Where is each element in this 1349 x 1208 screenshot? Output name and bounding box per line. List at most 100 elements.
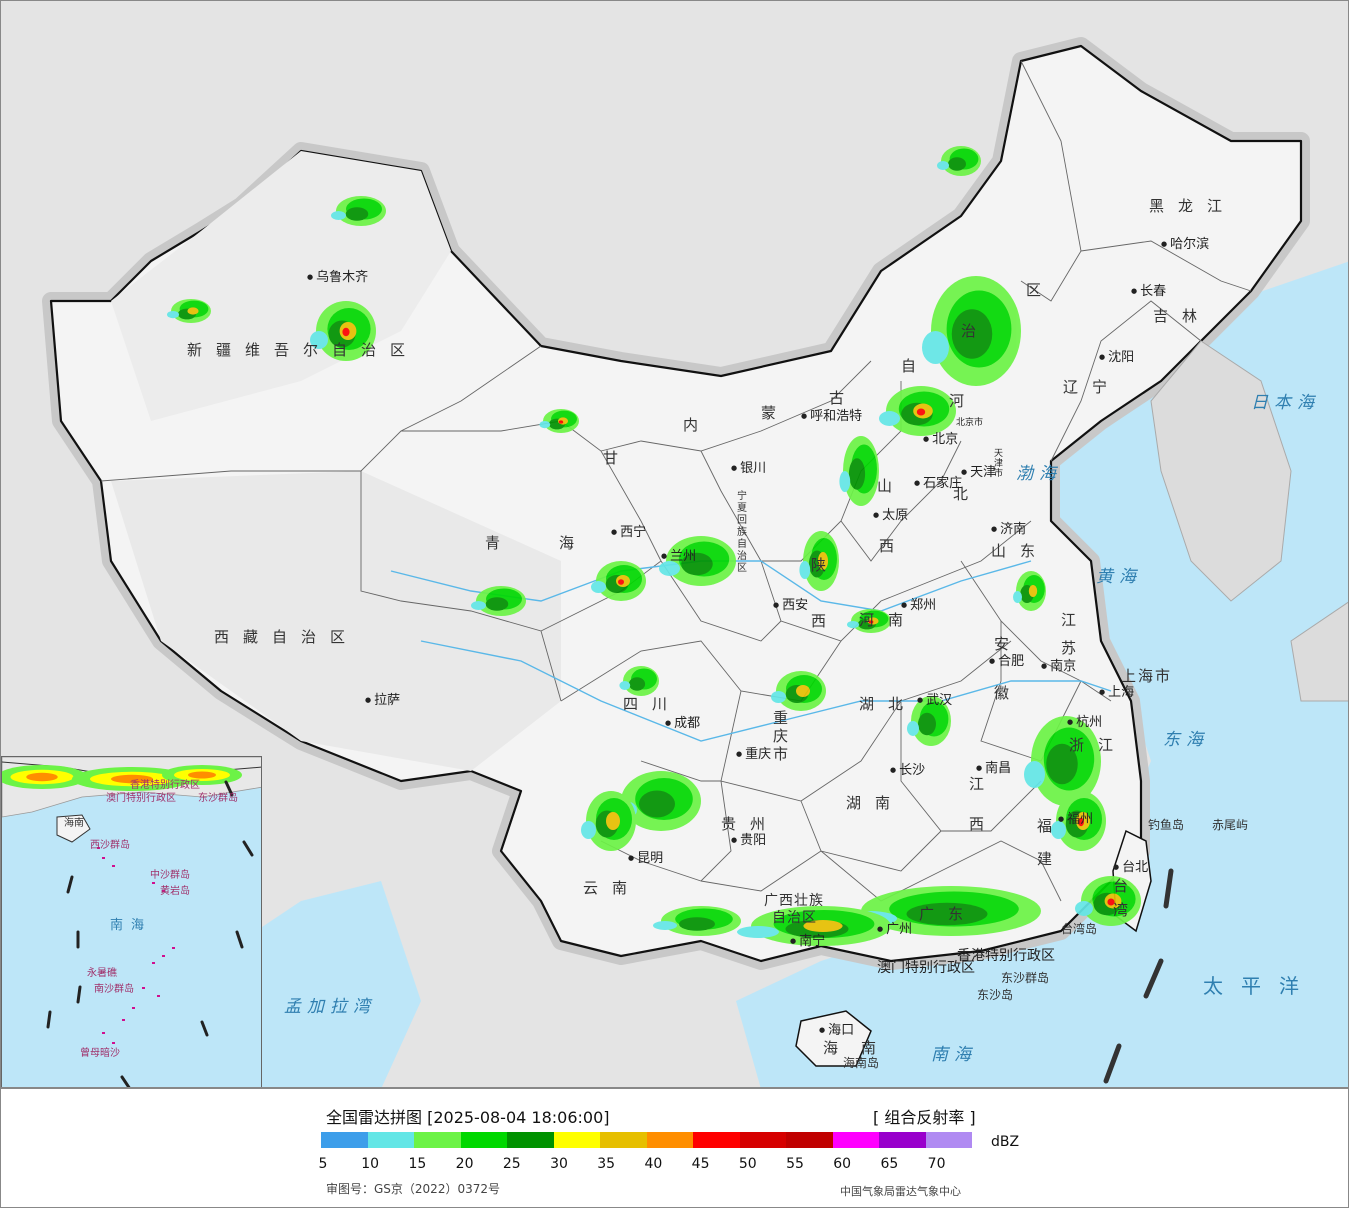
radar-echo xyxy=(847,621,859,629)
reef-marker xyxy=(172,947,175,949)
reef-marker xyxy=(97,847,100,849)
color-scale-tick: 60 xyxy=(833,1156,852,1172)
color-scale-tick: 65 xyxy=(880,1156,899,1172)
radar-echo xyxy=(331,211,346,220)
radar-echo xyxy=(916,408,926,416)
radar-echo xyxy=(918,712,936,736)
province-label: 黑龙江 xyxy=(1149,197,1237,215)
radar-echo xyxy=(342,327,350,337)
province-label: 内 xyxy=(683,416,713,434)
city-label: 长春 xyxy=(1131,285,1166,298)
province-label: 江 xyxy=(1061,611,1091,629)
radar-echo xyxy=(606,812,620,830)
color-scale-swatch xyxy=(367,1132,414,1148)
reef-marker xyxy=(102,1032,105,1034)
island-label: 东沙群岛 xyxy=(1001,971,1050,985)
radar-echo xyxy=(907,721,919,736)
inset-label: 海南 xyxy=(64,818,84,829)
radar-echo xyxy=(639,790,675,818)
province-label: 重庆市 xyxy=(773,709,789,763)
city-label: 昆明 xyxy=(628,852,663,865)
inset-label: 东沙群岛 xyxy=(198,793,238,804)
city-label: 沈阳 xyxy=(1099,351,1134,364)
province-label: 青 xyxy=(485,534,515,552)
radar-echo xyxy=(167,311,179,319)
reef-marker xyxy=(102,857,105,859)
city-label: 贵阳 xyxy=(731,834,766,847)
province-label: 西 xyxy=(811,612,841,630)
radar-echo xyxy=(796,685,810,697)
province-label: 广西壮族 xyxy=(764,893,824,909)
sea-label: 东海 xyxy=(1163,730,1209,750)
province-label: 海 xyxy=(823,1039,853,1057)
product-name: [ 组合反射率 ] xyxy=(873,1108,976,1127)
reef-marker xyxy=(142,987,145,989)
city-label: 南宁 xyxy=(790,935,825,948)
color-scale-tick: 5 xyxy=(318,1156,328,1172)
province-label: 天津市 xyxy=(994,449,1004,479)
radar-echo xyxy=(653,921,677,930)
sea-label: 太平洋 xyxy=(1203,974,1317,998)
legend-panel: 全国雷达拼图 [2025-08-04 18:06:00] [ 组合反射率 ] d… xyxy=(0,1088,1349,1208)
city-label: 台北 xyxy=(1113,861,1148,874)
city-label: 重庆 xyxy=(736,748,771,761)
reef-marker xyxy=(112,1042,115,1044)
radar-echo xyxy=(771,691,786,703)
province-label: 上海市 xyxy=(1121,667,1173,685)
province-label: 贵州 xyxy=(721,815,780,833)
city-label: 兰州 xyxy=(661,550,696,563)
color-scale-tick: 35 xyxy=(597,1156,616,1172)
island-label: 东沙岛 xyxy=(977,988,1014,1002)
province-label: 浙江 xyxy=(1069,736,1128,754)
province-label: 湖南 xyxy=(846,794,905,812)
review-number: 审图号：GS京（2022）0372号 xyxy=(326,1182,500,1196)
city-label: 西宁 xyxy=(611,526,646,539)
color-scale-tick: 40 xyxy=(644,1156,663,1172)
radar-echo xyxy=(618,579,624,585)
inset-label: 永暑礁 xyxy=(87,968,117,979)
radar-echo xyxy=(1107,898,1115,906)
radar-echo xyxy=(679,917,715,931)
province-label: 湾 xyxy=(1113,901,1143,919)
inset-label: 黄岩岛 xyxy=(160,886,190,897)
province-label: 四川 xyxy=(623,695,682,713)
reef-marker xyxy=(132,1007,135,1009)
province-label: 自 xyxy=(901,357,931,375)
sea-label: 孟加拉湾 xyxy=(284,997,376,1017)
city-label: 天津 xyxy=(961,466,996,479)
province-label: 广东 xyxy=(919,905,978,923)
city-label: 福州 xyxy=(1058,813,1093,826)
province-label: 新疆维吾尔自治区 xyxy=(187,341,420,359)
color-scale-tick: 25 xyxy=(502,1156,521,1172)
province-label: 南 xyxy=(861,1039,891,1057)
color-scale-swatch xyxy=(879,1132,926,1148)
inset-label: 西沙群岛 xyxy=(90,840,130,851)
province-label: 吉林 xyxy=(1153,307,1212,325)
reef-marker xyxy=(152,882,155,884)
province-label: 徽 xyxy=(994,684,1024,702)
reef-marker xyxy=(162,955,165,957)
city-label: 石家庄 xyxy=(914,477,962,490)
province-label: 澳门特别行政区 xyxy=(877,960,975,976)
city-label: 哈尔滨 xyxy=(1161,238,1209,251)
radar-echo xyxy=(951,309,993,359)
radar-echo xyxy=(188,771,216,779)
city-label: 呼和浩特 xyxy=(801,410,862,423)
inset-label: 香港特别行政区 xyxy=(130,780,200,791)
radar-echo xyxy=(619,681,631,690)
city-label: 济南 xyxy=(991,523,1026,536)
city-label: 长沙 xyxy=(890,764,925,777)
color-scale-swatch xyxy=(693,1132,740,1148)
color-scale-tick: 50 xyxy=(738,1156,757,1172)
legend-title: 全国雷达拼图 [2025-08-04 18:06:00] xyxy=(326,1108,610,1127)
radar-echo xyxy=(345,207,369,221)
province-label: 治 xyxy=(961,322,991,340)
province-label: 古 xyxy=(829,389,859,407)
reef-marker xyxy=(112,865,115,867)
inset-label: 南海 xyxy=(110,918,153,933)
radar-echo xyxy=(659,561,680,576)
color-scale-swatch xyxy=(786,1132,833,1148)
radar-echo xyxy=(471,601,486,610)
inset-canvas xyxy=(2,757,261,1087)
radar-echo xyxy=(1046,743,1078,785)
